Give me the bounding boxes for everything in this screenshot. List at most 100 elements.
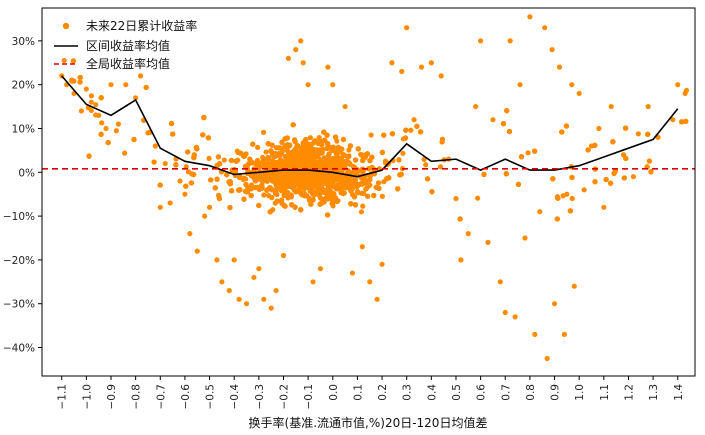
scatter-point [340,136,347,143]
scatter-point [88,107,94,114]
scatter-point [342,103,348,110]
scatter-point [563,123,570,129]
x-tick-label: 0.3 [402,384,414,401]
scatter-point [311,147,317,153]
scatter-point [269,194,275,201]
scatter-point [333,156,339,162]
scatter-point [335,144,341,150]
scatter-point [569,195,575,202]
scatter-point [314,153,320,159]
scatter-point [309,151,315,157]
y-tick-label: −30% [3,299,35,311]
scatter-point [233,158,239,164]
scatter-point [217,161,223,167]
scatter-point [255,144,261,150]
scatter-point [379,149,385,156]
scatter-point [237,187,243,193]
scatter-point [292,204,298,210]
scatter-point [228,188,235,194]
scatter-point [457,216,463,222]
scatter-point [162,160,168,167]
scatter-point [403,127,409,133]
scatter-point [358,209,365,215]
scatter-point [215,154,222,160]
scatter-point [310,279,316,285]
x-tick-label: −1.0 [81,384,93,410]
scatter-point [307,197,313,204]
scatter-point [252,184,258,191]
scatter-point [274,186,280,192]
scatter-point [683,118,689,124]
scatter-point [608,103,614,110]
scatter-point [298,190,304,196]
x-tick-label: 1.1 [599,384,611,401]
scatter-point [522,235,528,241]
scatter-point [423,162,429,168]
scatter-point [246,161,252,167]
scatter-point [292,138,298,144]
scatter-point [188,180,194,186]
scatter-point [70,58,77,64]
scatter-point [191,171,197,178]
scatter-point [137,73,144,79]
scatter-point [397,172,403,178]
x-tick-label: −0.6 [180,384,192,410]
scatter-point [329,200,335,207]
scatter-point [248,182,255,188]
scatter-point [374,296,380,302]
scatter-point [293,189,299,195]
scatter-point [170,131,176,137]
scatter-point [326,151,332,157]
scatter-point [272,180,278,186]
scatter-point [214,176,220,182]
scatter-point [281,172,288,178]
scatter-point [458,257,464,263]
x-tick-label: 1.3 [648,384,660,401]
legend-label-mean-line: 区间收益率均值 [86,38,170,53]
scatter-point [98,95,104,101]
scatter-point [279,200,285,206]
scatter-point [348,201,354,207]
scatter-point [351,194,358,200]
x-tick-label: −1.1 [57,384,69,410]
scatter-point [202,213,208,219]
scatter-point [601,204,607,210]
scatter-point [270,152,276,158]
scatter-point [93,112,99,118]
scatter-point [250,141,256,147]
scatter-point [542,25,548,31]
scatter-point [219,279,225,285]
scatter-point [187,231,193,237]
scatter-point [490,117,496,123]
scatter-point [285,55,292,61]
scatter-point [284,181,290,187]
scatter-point [325,141,331,147]
scatter-point [592,179,598,185]
scatter-point [227,204,233,211]
y-tick-label: −40% [3,343,35,355]
scatter-point [313,178,319,184]
x-tick-label: −0.7 [155,384,167,410]
scatter-point [569,82,575,88]
scatter-point [261,192,267,198]
scatter-point [336,182,343,189]
scatter-point [265,154,271,161]
scatter-point [236,296,242,302]
scatter-point [241,175,247,181]
scatter-point [363,180,369,186]
scatter-point [298,38,304,44]
scatter-point [274,198,280,204]
scatter-point [304,153,310,159]
scatter-point [286,142,293,148]
scatter-point [517,82,523,88]
scatter-point [231,167,238,173]
scatter-point [478,38,484,44]
scatter-point [607,180,614,186]
scatter-point [554,216,560,222]
scatter-point [272,173,278,179]
scatter-point [418,64,425,70]
scatter-point [532,331,538,337]
scatter-point [282,187,288,193]
scatter-point [274,191,280,198]
